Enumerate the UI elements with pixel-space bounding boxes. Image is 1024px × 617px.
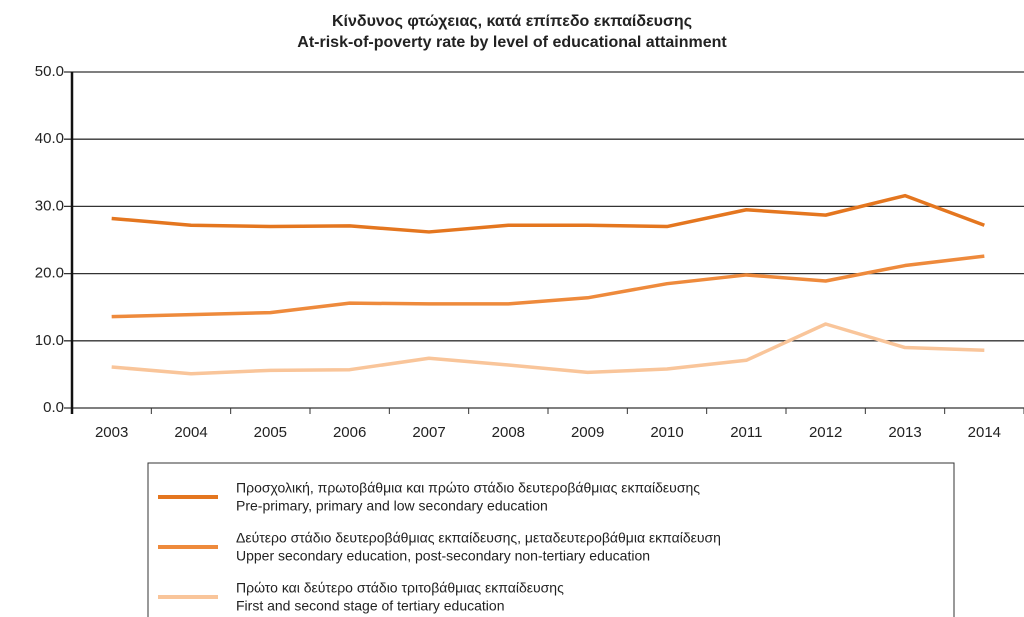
legend-label: Δεύτερο στάδιο δευτεροβάθμιας εκπαίδευση… (236, 530, 721, 546)
y-tick-label: 40.0 (35, 130, 64, 147)
legend-box (147, 462, 955, 617)
x-tick-label: 2007 (412, 424, 445, 441)
x-tick-label: 2012 (809, 424, 842, 441)
x-tick-label: 2005 (254, 424, 287, 441)
x-tick-label: 2010 (650, 424, 683, 441)
chart-title: Κίνδυνος φτώχειας, κατά επίπεδο εκπαίδευ… (332, 13, 692, 30)
series-line (111, 322, 985, 376)
chart-subtitle: At-risk-of-poverty rate by level of educ… (297, 34, 727, 51)
legend-label: First and second stage of tertiary educa… (236, 598, 504, 614)
y-tick-label: 30.0 (35, 197, 64, 214)
x-tick-label: 2009 (571, 424, 604, 441)
x-tick-label: 2014 (968, 424, 1001, 441)
y-tick-label: 20.0 (35, 265, 64, 282)
x-tick-label: 2003 (95, 424, 128, 441)
x-tick-label: 2006 (333, 424, 366, 441)
legend-label: Πρώτο και δεύτερο στάδιο τριτοβάθμιας εκ… (236, 580, 564, 596)
legend-label: Pre-primary, primary and low secondary e… (236, 498, 548, 514)
series-line (111, 254, 985, 319)
x-tick-label: 2011 (730, 424, 762, 441)
y-tick-label: 50.0 (35, 63, 64, 80)
y-tick-label: 10.0 (35, 332, 64, 349)
legend-label: Upper secondary education, post-secondar… (236, 548, 650, 564)
series-line (111, 193, 985, 234)
x-tick-label: 2004 (174, 424, 207, 441)
x-tick-label: 2013 (888, 424, 921, 441)
x-tick-label: 2008 (492, 424, 525, 441)
legend-label: Προσχολική, πρωτοβάθμια και πρώτο στάδιο… (236, 480, 700, 496)
y-tick-label: 0.0 (43, 399, 64, 416)
